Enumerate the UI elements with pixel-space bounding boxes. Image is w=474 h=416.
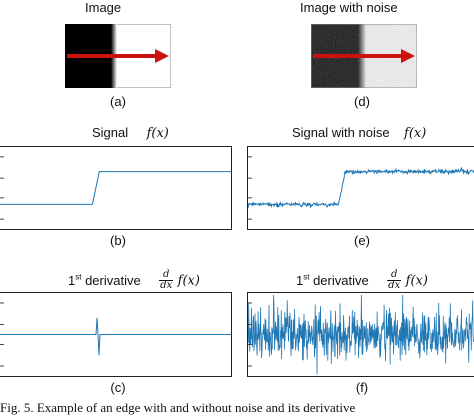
arrow-head-icon: [401, 49, 415, 63]
plot-signal: [0, 146, 232, 230]
signal-line: [0, 171, 231, 205]
title-image-with-noise: Image with noise: [300, 0, 398, 15]
title-signal: Signal f(x): [92, 125, 169, 141]
image-noisy: [311, 24, 417, 88]
arrow-head-icon: [155, 49, 169, 63]
label-b: (b): [110, 233, 126, 248]
label-a: (a): [110, 94, 126, 109]
title-signal-noise: Signal with noise f(x): [292, 125, 427, 141]
noisy-signal-line: [248, 166, 474, 209]
label-c: (c): [110, 380, 126, 395]
title-image: Image: [85, 0, 122, 15]
noisy-derivative-line: [248, 294, 474, 375]
label-e: (e): [354, 233, 370, 248]
figure-caption: Fig. 5. Example of an edge with and with…: [0, 400, 356, 415]
label-d: (d): [354, 94, 370, 109]
title-derivative-noise: 1st derivative d dx f(x): [296, 269, 428, 291]
plot-derivative: [0, 292, 232, 377]
plot-derivative-noise: [247, 292, 474, 377]
image-clean: [65, 24, 171, 88]
label-f: (f): [355, 380, 369, 395]
title-derivative: 1st derivative d dx f(x): [68, 269, 200, 291]
derivative-line: [0, 317, 231, 356]
plot-signal-noise: [247, 146, 474, 230]
